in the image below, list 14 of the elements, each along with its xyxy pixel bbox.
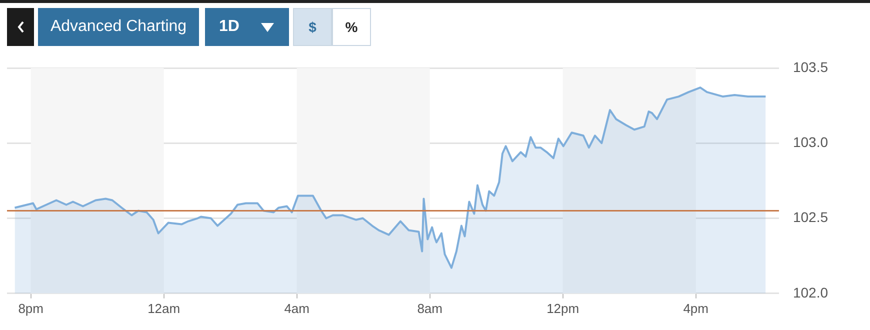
x-tick-label: 12am <box>148 300 180 316</box>
y-tick-label: 102.5 <box>792 209 828 226</box>
y-tick-label: 102.0 <box>792 284 828 300</box>
y-tick-label: 103.5 <box>792 58 828 75</box>
x-tick-label: 12pm <box>546 300 580 316</box>
text: Advanced Charting <box>38 8 199 46</box>
text: % <box>332 8 371 46</box>
x-tick-label: 4pm <box>683 300 708 316</box>
y-tick-label: 103.0 <box>792 134 828 150</box>
text: 1D <box>219 18 240 36</box>
x-tick-label: 8am <box>417 300 442 316</box>
text: $ <box>293 8 332 46</box>
x-tick-label: 4am <box>284 300 310 316</box>
x-tick-label: 8pm <box>18 300 44 316</box>
